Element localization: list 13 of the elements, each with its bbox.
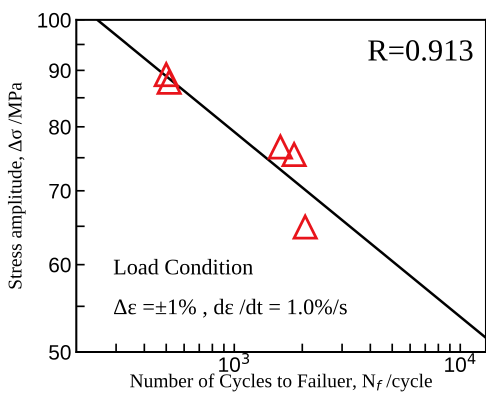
y-axis-title: Stress amplitude, Δσ /MPa — [8, 82, 26, 289]
annotation: Δε =±1% , dε /dt = 1.0%/s — [114, 298, 347, 318]
y-tick-label: 70 — [49, 184, 71, 199]
y-tick-label: 80 — [49, 120, 71, 135]
x-tick-label: 10$^{4}$ — [445, 353, 476, 372]
x-axis-title: Number of Cycles to Failuer, N$_{f}$ /cycle — [130, 374, 432, 392]
annotation: Load Condition — [114, 258, 253, 275]
y-tick-label: 100 — [38, 12, 71, 28]
x-tick-label: 10$^{3}$ — [219, 353, 250, 372]
y-tick-label: 50 — [49, 345, 71, 360]
y-tick-label: 60 — [49, 258, 71, 272]
annotation: R=0.913 — [368, 40, 473, 61]
y-tick-label: 90 — [49, 63, 71, 78]
